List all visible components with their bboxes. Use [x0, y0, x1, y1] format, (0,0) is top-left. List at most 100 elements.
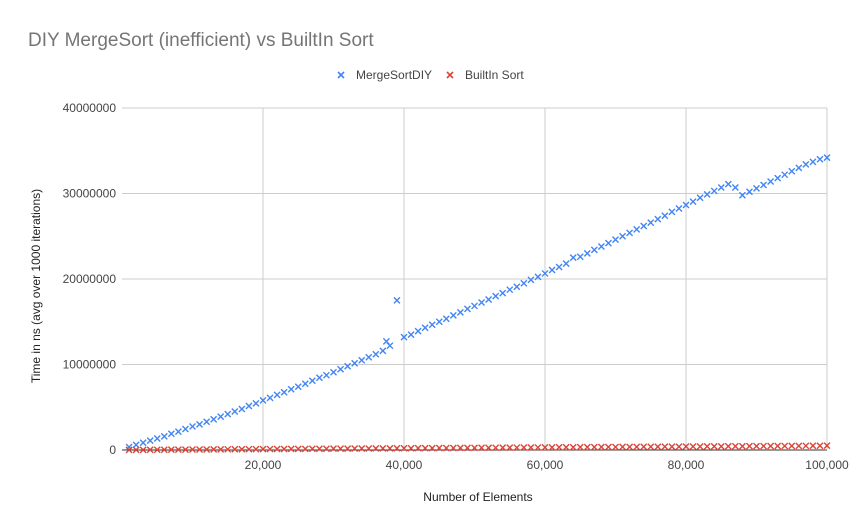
data-point [485, 444, 493, 452]
x-tick-label: 80,000 [668, 458, 705, 472]
data-point [280, 388, 288, 396]
legend-marker [446, 71, 454, 79]
data-point [301, 445, 309, 453]
data-point [788, 167, 796, 175]
data-point [675, 443, 683, 451]
data-point [731, 442, 739, 450]
data-point [442, 315, 450, 323]
data-point [414, 327, 422, 335]
data-point [471, 444, 478, 452]
legend-marker [337, 71, 345, 79]
data-point [760, 181, 768, 189]
data-point [358, 356, 366, 364]
data-point [337, 365, 345, 373]
data-point [583, 443, 591, 451]
data-point [337, 445, 345, 453]
series-1 [125, 442, 831, 454]
data-point [689, 443, 697, 450]
data-point [372, 444, 380, 452]
data-point [428, 321, 436, 329]
data-point [788, 442, 796, 450]
data-point [823, 442, 831, 450]
data-point [569, 254, 577, 262]
data-point [189, 422, 196, 430]
data-point [386, 342, 394, 350]
data-point [753, 442, 760, 450]
data-point [527, 443, 535, 451]
data-point [633, 225, 641, 233]
data-point [802, 160, 810, 168]
data-point [210, 415, 218, 423]
data-point [365, 444, 373, 452]
y-tick-label: 20000000 [63, 272, 117, 286]
x-axis-title: Number of Elements [423, 490, 532, 504]
data-point [548, 266, 556, 274]
data-point [181, 425, 189, 433]
data-point [266, 394, 274, 402]
data-point [463, 305, 471, 313]
data-point [189, 446, 196, 454]
y-tick-label: 40000000 [63, 101, 117, 115]
data-point [393, 296, 401, 304]
data-point [541, 269, 549, 277]
y-axis-title: Time in ns (avg over 1000 iterations) [29, 189, 43, 383]
data-point [344, 445, 352, 453]
data-point [238, 445, 246, 453]
data-point [315, 374, 323, 382]
data-point [435, 318, 443, 326]
data-point [146, 437, 154, 445]
data-point [717, 184, 725, 192]
series-0 [125, 154, 831, 451]
data-point [541, 443, 549, 451]
data-point [174, 428, 182, 436]
data-point [125, 443, 133, 451]
data-point [513, 283, 521, 291]
grid-lines [122, 107, 828, 451]
data-point [287, 385, 295, 393]
data-point [668, 443, 676, 451]
data-point [139, 446, 147, 454]
data-point [767, 178, 775, 186]
data-point [421, 444, 429, 452]
data-point [745, 442, 753, 450]
data-point [252, 399, 260, 407]
legend-label: MergeSortDIY [356, 68, 432, 82]
data-point [414, 444, 422, 452]
data-point [217, 413, 225, 421]
data-point [597, 443, 605, 451]
legend: MergeSortDIY BuiltIn Sort [337, 68, 524, 82]
data-point [478, 444, 486, 452]
y-tick-label: 0 [109, 443, 116, 457]
data-point [682, 443, 690, 451]
data-point [668, 208, 676, 216]
data-point [816, 155, 824, 163]
data-point [167, 446, 175, 454]
data-point [661, 443, 669, 451]
data-point [802, 442, 810, 450]
data-point [696, 442, 704, 450]
data-point [640, 443, 648, 451]
data-point [287, 445, 295, 453]
data-point [527, 276, 535, 284]
data-point [506, 444, 514, 452]
data-point [612, 443, 619, 451]
data-point [231, 408, 239, 416]
data-point [795, 442, 803, 450]
x-tick-label: 60,000 [527, 458, 564, 472]
data-point [809, 442, 817, 450]
data-point [217, 445, 225, 453]
data-point [626, 443, 634, 451]
data-point [330, 445, 337, 453]
data-point [125, 446, 133, 454]
data-point [259, 396, 267, 404]
data-point [597, 243, 605, 251]
data-point [724, 180, 732, 188]
data-point [781, 442, 789, 450]
data-point [174, 446, 182, 454]
data-point [308, 445, 316, 453]
data-point [703, 442, 711, 450]
data-point [753, 184, 760, 192]
data-point [294, 383, 302, 391]
data-point [619, 232, 627, 240]
